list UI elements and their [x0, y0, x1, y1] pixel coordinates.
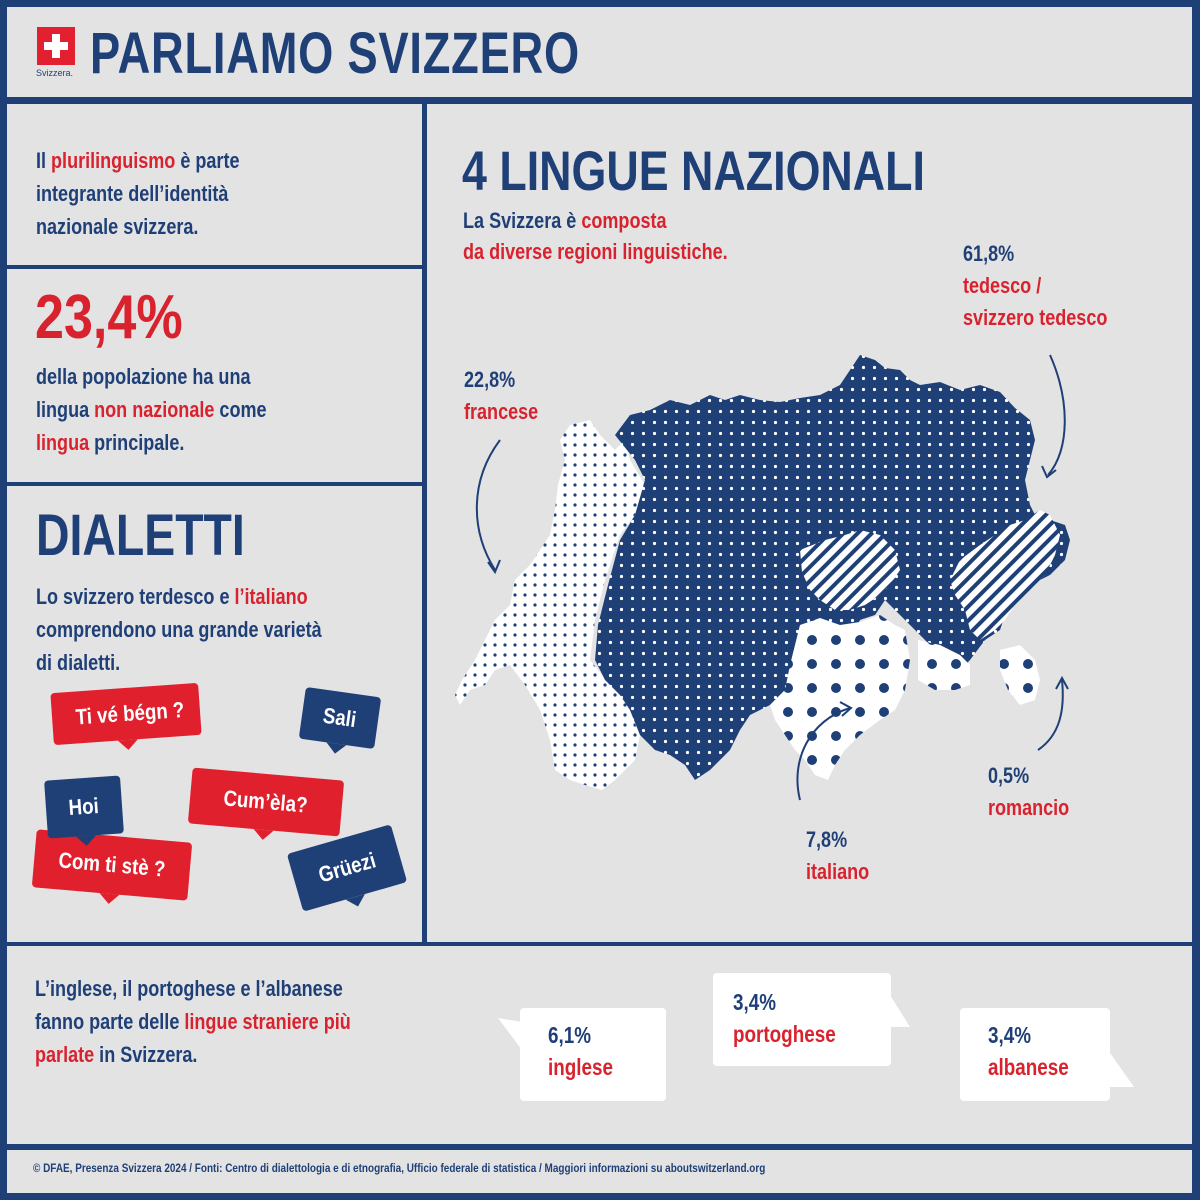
page-title: PARLIAMO SVIZZERO	[90, 21, 580, 86]
footer-credits: © DFAE, Presenza Svizzera 2024 / Fonti: …	[33, 1161, 766, 1175]
label-romansh: 0,5% romancio	[988, 763, 1070, 820]
vertical-divider	[422, 100, 427, 945]
dialect-bubble-com-ti-ste: Com ti stè ?	[31, 829, 193, 901]
footer-divider	[0, 1144, 1200, 1150]
region-romansh-east	[950, 510, 1060, 640]
left-divider-2	[0, 482, 425, 486]
bottom-section-divider	[0, 942, 1200, 946]
swiss-logo: Svizzera.	[36, 27, 76, 78]
logo-text: Svizzera.	[36, 68, 74, 78]
foreign-language-english: 6,1% inglese	[520, 1008, 666, 1101]
label-german: 61,8% tedesco / svizzero tedesco	[963, 241, 1108, 330]
foreign-languages-text: L’inglese, il portoghese e l’albanese fa…	[35, 976, 351, 1067]
swiss-flag-icon	[37, 27, 75, 65]
label-french: 22,8% francese	[464, 367, 539, 424]
non-national-percent: 23,4%	[35, 283, 183, 352]
foreign-language-portuguese: 3,4% portoghese	[713, 973, 891, 1066]
header-divider	[0, 97, 1200, 104]
dialect-bubble-cum-ela: Cum’èla?	[187, 767, 345, 837]
frame-left	[0, 0, 7, 1200]
frame-bottom	[0, 1193, 1200, 1200]
region-italian-east-2	[1000, 645, 1040, 705]
region-romansh-west	[800, 530, 900, 610]
left-divider-1	[0, 265, 425, 269]
switzerland-language-map	[455, 355, 1070, 790]
dialects-title: DIALETTI	[36, 503, 245, 568]
dialect-bubble-gruezi: Grüezi	[286, 824, 408, 912]
dialect-bubble-hoi: Hoi	[44, 775, 124, 839]
non-national-text: della popolazione ha una lingua non nazi…	[36, 364, 267, 455]
dialects-text: Lo svizzero terdesco e l’italiano compre…	[36, 584, 322, 675]
national-languages-title: 4 LINGUE NAZIONALI	[462, 139, 925, 202]
frame-right	[1192, 0, 1200, 1200]
region-italian-east-1	[918, 640, 970, 690]
foreign-language-albanian: 3,4% albanese	[960, 1008, 1110, 1101]
label-italian: 7,8% italiano	[806, 827, 870, 884]
highlight-plurilinguismo: plurilinguismo	[51, 148, 176, 173]
region-french	[455, 420, 645, 790]
plurilingualism-text: Il plurilinguismo è parte integrante del…	[36, 148, 240, 239]
national-languages-subtitle: La Svizzera è composta da diverse region…	[463, 208, 728, 264]
dialect-bubble-ti-ve-begn: Ti vé bégn ?	[50, 682, 202, 746]
frame-top	[0, 0, 1200, 7]
dialect-bubble-sali: Sali	[298, 686, 382, 750]
